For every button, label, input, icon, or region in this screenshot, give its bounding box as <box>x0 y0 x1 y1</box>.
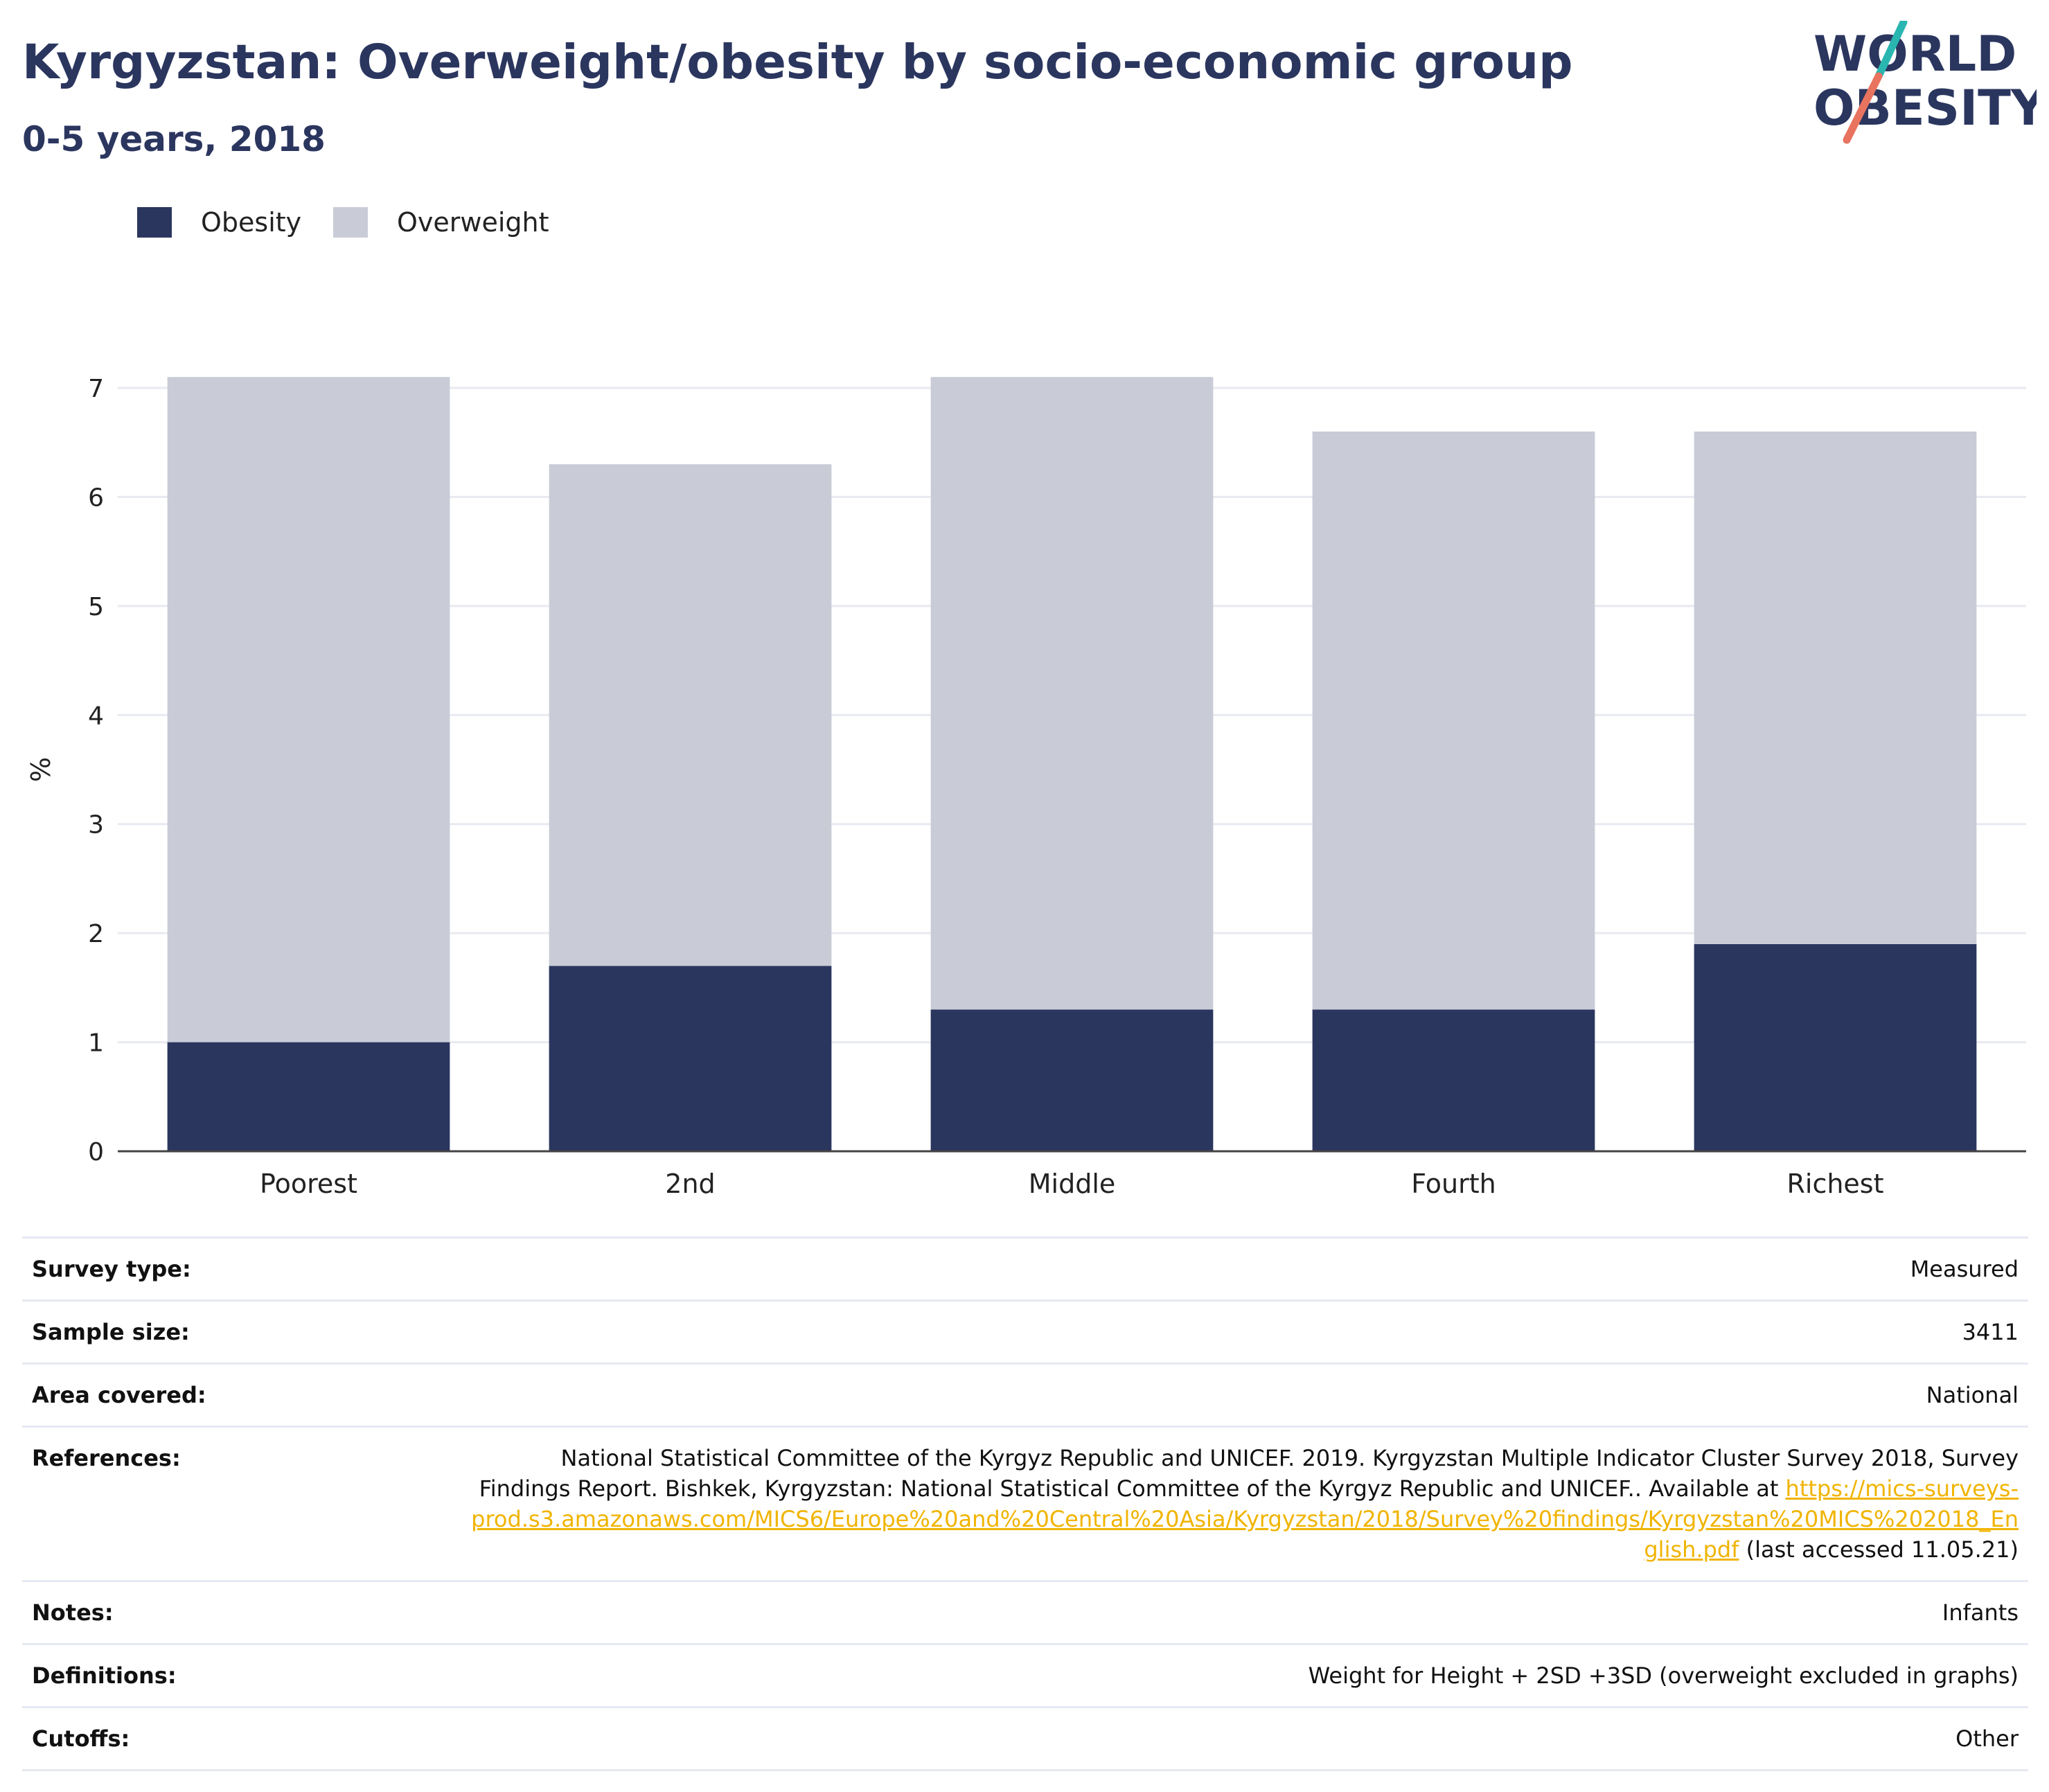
info-value: Measured <box>457 1236 2028 1301</box>
logo-slash-coral <box>1843 72 1883 144</box>
bar-obesity <box>1694 943 1977 1151</box>
x-tick-label: Fourth <box>1411 1169 1496 1199</box>
info-value: Other <box>457 1706 2028 1771</box>
info-key: Sample size: <box>22 1299 457 1364</box>
info-row-sample-size: Sample size: 3411 <box>22 1299 2028 1364</box>
y-tick-label: 2 <box>88 920 104 948</box>
y-tick-label: 6 <box>88 484 104 512</box>
chart-title: Kyrgyzstan: Overweight/obesity by socio-… <box>22 35 1573 90</box>
bar-obesity <box>549 966 832 1151</box>
info-key: References: <box>22 1426 457 1581</box>
stacked-bar-chart: 0 1 2 3 4 5 6 7% Poorest 2nd Middle Fourth Richest <box>26 375 2026 1199</box>
info-value: Infants <box>457 1580 2028 1644</box>
reference-suffix: (last accessed 11.05.21) <box>1739 1536 2019 1563</box>
reference-link[interactable]: https://mics-surveys-prod.s3.amazonaws.c… <box>471 1475 2019 1563</box>
y-tick-label: 0 <box>88 1138 104 1166</box>
bar-obesity <box>167 1042 450 1151</box>
bar-obesity <box>930 1009 1214 1151</box>
info-key: Cutoffs: <box>22 1706 457 1771</box>
logo-word-obesity: OBESITY <box>1813 80 2037 136</box>
legend-label-obesity: Obesity <box>201 207 302 238</box>
info-row-survey-type: Survey type: Measured <box>22 1236 2028 1301</box>
legend-swatch-obesity <box>137 207 172 238</box>
world-obesity-logo: WORLD OBESITY <box>1813 21 2037 144</box>
y-axis-label: % <box>26 757 56 782</box>
info-key: Area covered: <box>22 1363 457 1427</box>
info-value: National <box>457 1363 2028 1427</box>
bar-overweight <box>1694 431 1977 944</box>
info-row-area-covered: Area covered: National <box>22 1363 2028 1427</box>
x-tick-label: Poorest <box>260 1169 357 1199</box>
bar-overweight <box>167 377 450 1043</box>
x-tick-label: Richest <box>1786 1169 1883 1199</box>
y-tick-label: 5 <box>88 593 104 621</box>
x-tick-label: Middle <box>1029 1169 1116 1199</box>
y-tick-label: 3 <box>88 811 104 840</box>
bar-overweight <box>1312 431 1595 1010</box>
info-row-references: References: National Statistical Committ… <box>22 1426 2028 1581</box>
legend-label-overweight: Overweight <box>397 207 549 238</box>
x-tick-label: 2nd <box>665 1169 715 1199</box>
y-tick-label: 1 <box>88 1029 104 1058</box>
reference-text: National Statistical Committee of the Ky… <box>479 1445 2019 1502</box>
info-key: Survey type: <box>22 1236 457 1301</box>
legend-swatch-overweight <box>333 207 368 238</box>
bar-obesity <box>1312 1009 1595 1151</box>
y-tick-label: 4 <box>88 702 104 730</box>
chart-subtitle: 0-5 years, 2018 <box>22 119 326 159</box>
info-row-notes: Notes: Infants <box>22 1580 2028 1644</box>
logo-slash-teal <box>1874 21 1908 80</box>
info-value: Weight for Height + 2SD +3SD (overweight… <box>457 1643 2028 1707</box>
bar-overweight <box>930 377 1214 1010</box>
info-row-definitions: Definitions: Weight for Height + 2SD +3S… <box>22 1643 2028 1707</box>
survey-info-table: Survey type: Measured Sample size: 3411 … <box>22 1236 2028 1771</box>
info-key: Definitions: <box>22 1643 457 1707</box>
y-tick-label: 7 <box>88 375 104 403</box>
info-key: Notes: <box>22 1580 457 1644</box>
bar-overweight <box>549 464 832 966</box>
info-value: 3411 <box>457 1299 2028 1364</box>
info-row-cutoffs: Cutoffs: Other <box>22 1706 2028 1771</box>
logo-word-world: WORLD <box>1813 26 2016 82</box>
info-value-references: National Statistical Committee of the Ky… <box>457 1426 2028 1581</box>
